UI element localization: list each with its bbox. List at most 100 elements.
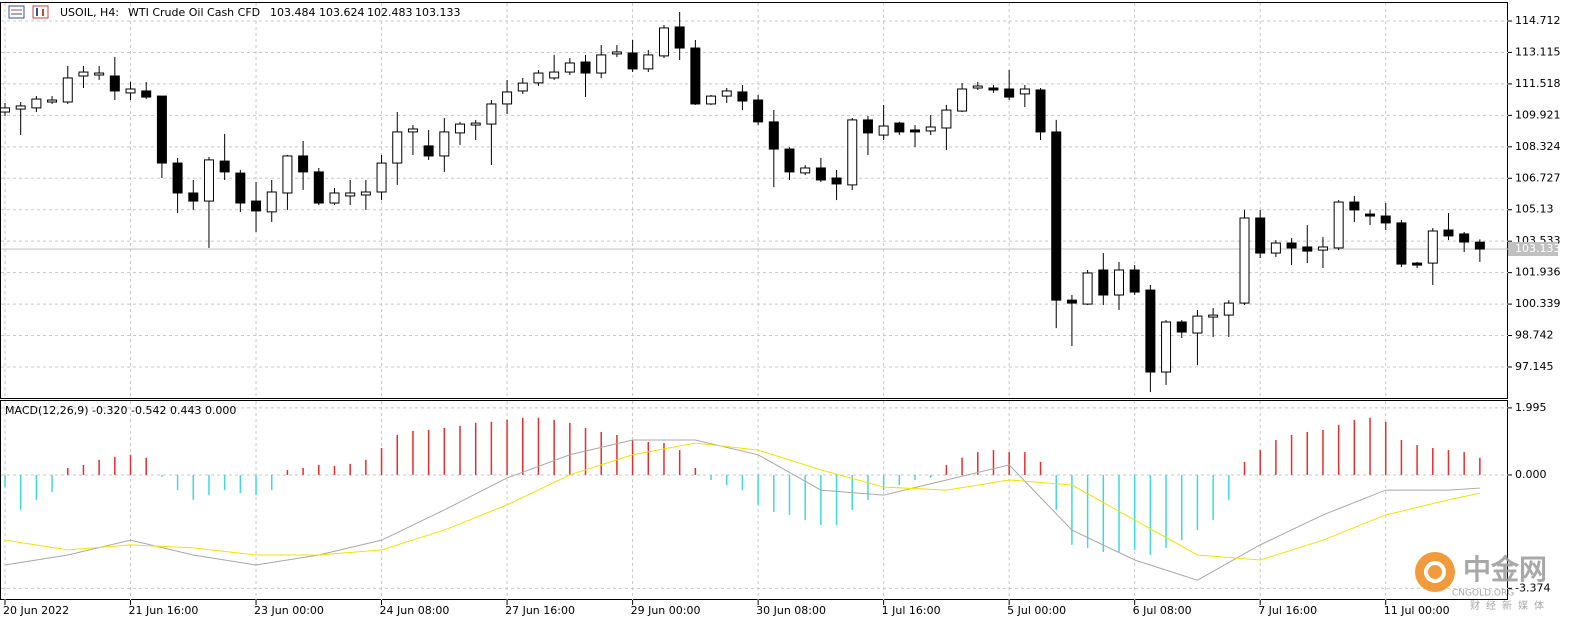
candle-body [376,162,387,193]
candle-body [1427,230,1438,264]
y-tick-label: 113.115 [1515,45,1561,58]
candle-body [1333,201,1344,249]
x-tick-label: 6 Jul 08:00 [1133,604,1192,617]
candle-body [941,109,952,129]
candle-body [502,91,513,105]
candle-body [439,131,450,157]
candle-body [1443,229,1454,237]
candle-body [298,155,309,173]
y-tick-label: 100.339 [1515,297,1561,310]
candle-body [815,167,826,181]
watermark: 中金网 CNGOLD.ORG 财经新媒体 [1415,552,1547,612]
candle-body [690,47,701,105]
candle-body [1365,213,1376,217]
candle-body [674,26,685,49]
candle-body [486,103,497,125]
candle-body [1286,242,1297,249]
candle-body [596,54,607,74]
candle-body [611,51,622,55]
candle-body [470,122,481,126]
y-tick-label: 97.145 [1515,360,1554,373]
candle-body [1129,269,1140,293]
x-tick-label: 20 Jun 2022 [3,604,69,617]
y-tick-label: 114.712 [1515,14,1561,27]
candle-body [1035,89,1046,133]
candle-body [957,88,968,112]
marks [0,11,1508,581]
candle-body [1380,215,1391,224]
candle-body [564,62,575,73]
y-tick-label: 109.921 [1515,108,1561,121]
header-icons [8,5,49,19]
price-panel [0,2,1508,399]
candle-body [0,107,10,113]
x-tick-label: 11 Jul 00:00 [1384,604,1450,617]
candle-body [988,87,999,91]
y-tick-label: 106.727 [1515,171,1561,184]
candle-body [455,123,466,134]
candle-body [1113,269,1124,296]
candle-body [172,162,183,194]
candle-body [910,129,921,133]
icon [32,5,49,19]
candle-body [219,160,230,173]
x-tick-label: 21 Jun 16:00 [129,604,199,617]
x-tick-label: 27 Jun 16:00 [505,604,575,617]
candle-body [1082,272,1093,305]
candle-body [533,72,544,84]
y-tick-label: 1.995 [1515,401,1547,414]
x-tick-label: 1 Jul 16:00 [882,604,941,617]
candle-body [141,90,152,98]
candle-body [266,191,277,213]
candle-body [627,52,638,70]
x-tick-label: 24 Jun 08:00 [380,604,450,617]
candle-body [1459,233,1470,243]
candle-body [313,171,324,204]
candle-body [1004,88,1015,98]
candle-body [1161,321,1172,373]
y-tick-label: -3.374 [1515,581,1550,594]
y-tick-label: 0.000 [1515,468,1547,481]
candle-body [188,192,199,202]
candle-body [1145,289,1156,373]
candle-body [423,145,434,157]
description: WTI Crude Oil Cash CFD [128,6,260,19]
candle-body [125,88,136,94]
icon [8,5,25,19]
candle-body [31,98,42,109]
candle-body [549,71,560,79]
y-tick-label: 98.742 [1515,329,1554,342]
candle-body [1317,246,1328,251]
candle-body [847,119,858,186]
macd-title: MACD(12,26,9) -0.320 -0.542 0.443 0.000 [5,404,236,417]
candle-body [658,27,669,57]
candle-body [251,200,262,212]
y-tick-label: 105.13 [1515,203,1554,216]
watermark-domain: CNGOLD.ORG [1452,589,1514,599]
candle-body [972,85,983,89]
header-open: 103.484 [270,6,316,19]
candle-body [15,105,26,110]
y-tick-label: 111.518 [1515,77,1561,90]
candle-body [1412,262,1423,266]
candle-body [94,72,105,76]
candle-body [800,167,811,174]
candle-body [282,155,293,194]
y-tick-label: 108.324 [1515,140,1561,153]
watermark-logo [1424,561,1446,583]
header-low: 102.483 [367,6,413,19]
x-tick-label: 7 Jul 16:00 [1258,604,1317,617]
candle-body [878,125,889,136]
candle-body [721,90,732,97]
candle-body [1051,131,1062,301]
candle-body [643,54,654,70]
candle-body [862,119,873,134]
symbol: USOIL, H4: [60,6,119,19]
candle-body [1270,242,1281,254]
candle-body [1474,241,1485,250]
candle-body [1223,302,1234,316]
candle-body [392,131,403,164]
candle-body [1066,299,1077,304]
candle-body [203,159,214,202]
